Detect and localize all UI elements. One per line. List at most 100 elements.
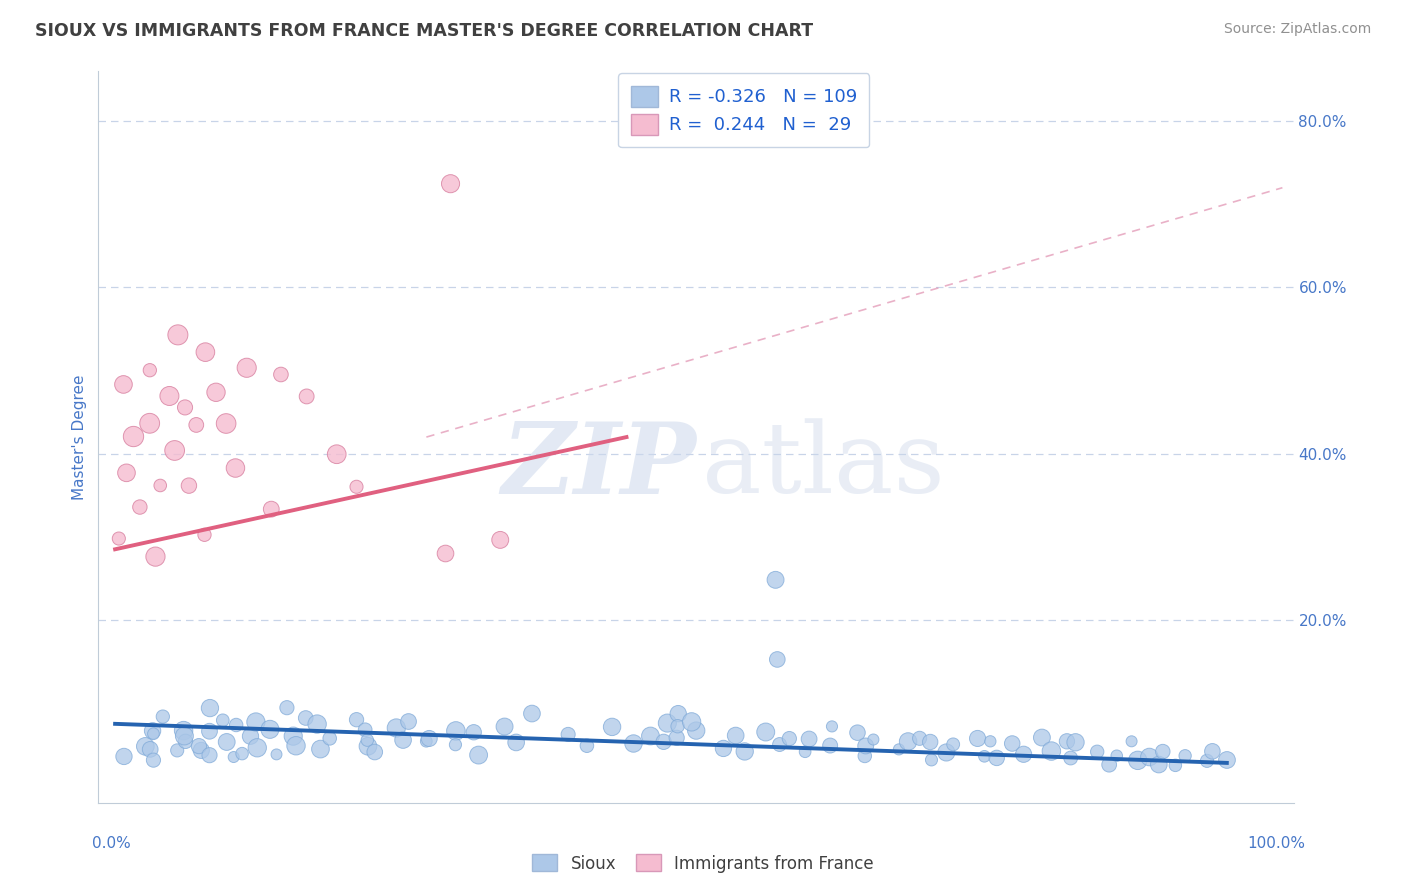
Point [139,742,162,756]
Point [1105,748,1128,763]
Point [1031,731,1053,745]
Point [145,549,167,564]
Point [157,389,180,403]
Point [187,739,209,753]
Point [942,737,965,751]
Point [1216,753,1239,767]
Point [357,739,380,754]
Point [657,716,679,731]
Point [173,729,195,743]
Point [356,733,378,747]
Point [108,532,131,546]
Point [115,466,138,480]
Point [198,724,221,739]
Point [463,725,485,739]
Point [855,739,877,753]
Point [797,731,820,746]
Point [520,706,543,721]
Point [354,723,377,737]
Point [778,731,800,746]
Point [224,461,246,475]
Point [211,713,233,727]
Legend: R = -0.326   N = 109, R =  0.244   N =  29: R = -0.326 N = 109, R = 0.244 N = 29 [619,73,869,147]
Point [138,417,160,431]
Point [239,729,262,743]
Point [1201,744,1223,758]
Point [122,429,145,443]
Point [276,700,298,714]
Point [205,385,228,400]
Point [215,417,238,431]
Point [346,480,368,494]
Point [1121,734,1143,748]
Point [134,739,156,754]
Point [575,739,598,753]
Point [1001,737,1024,751]
Point [142,727,165,741]
Point [1152,745,1174,759]
Point [1164,758,1187,772]
Point [225,718,247,732]
Point [167,327,190,342]
Point [215,735,238,749]
Point [173,723,195,738]
Point [1060,751,1083,765]
Point [1147,757,1170,772]
Point [325,447,347,461]
Point [908,731,931,746]
Point [128,500,150,514]
Point [174,734,197,748]
Point [685,723,707,738]
Point [557,727,579,741]
Point [755,725,778,739]
Point [1064,735,1087,749]
Point [489,533,512,547]
Point [307,717,329,731]
Point [966,731,988,746]
Point [294,711,316,725]
Point [846,725,869,739]
Point [231,747,253,761]
Point [198,701,221,715]
Point [149,478,172,492]
Point [142,753,165,767]
Point [1056,734,1078,748]
Point [364,745,387,759]
Point [266,747,288,762]
Point [862,732,884,747]
Point [235,360,257,375]
Point [1195,754,1218,768]
Point [666,706,689,721]
Point [666,719,689,733]
Point [318,731,340,746]
Point [765,573,787,587]
Text: 0.0%: 0.0% [93,836,131,851]
Point [505,735,527,749]
Point [398,714,420,729]
Point [186,417,208,432]
Point [897,734,920,748]
Point [444,723,467,738]
Point [766,652,789,666]
Point [174,401,197,415]
Point [270,368,292,382]
Point [285,739,308,753]
Point [768,738,790,752]
Point [198,748,221,763]
Legend: Sioux, Immigrants from France: Sioux, Immigrants from France [526,847,880,880]
Point [979,734,1001,748]
Point [734,744,756,758]
Point [623,737,645,751]
Point [259,723,281,737]
Point [1174,748,1197,763]
Point [467,747,489,762]
Point [600,720,623,734]
Point [309,742,332,756]
Text: ZIP: ZIP [501,418,696,515]
Point [439,177,461,191]
Point [921,753,943,767]
Point [444,738,467,752]
Point [818,739,841,753]
Y-axis label: Master's Degree: Master's Degree [72,375,87,500]
Point [973,749,995,764]
